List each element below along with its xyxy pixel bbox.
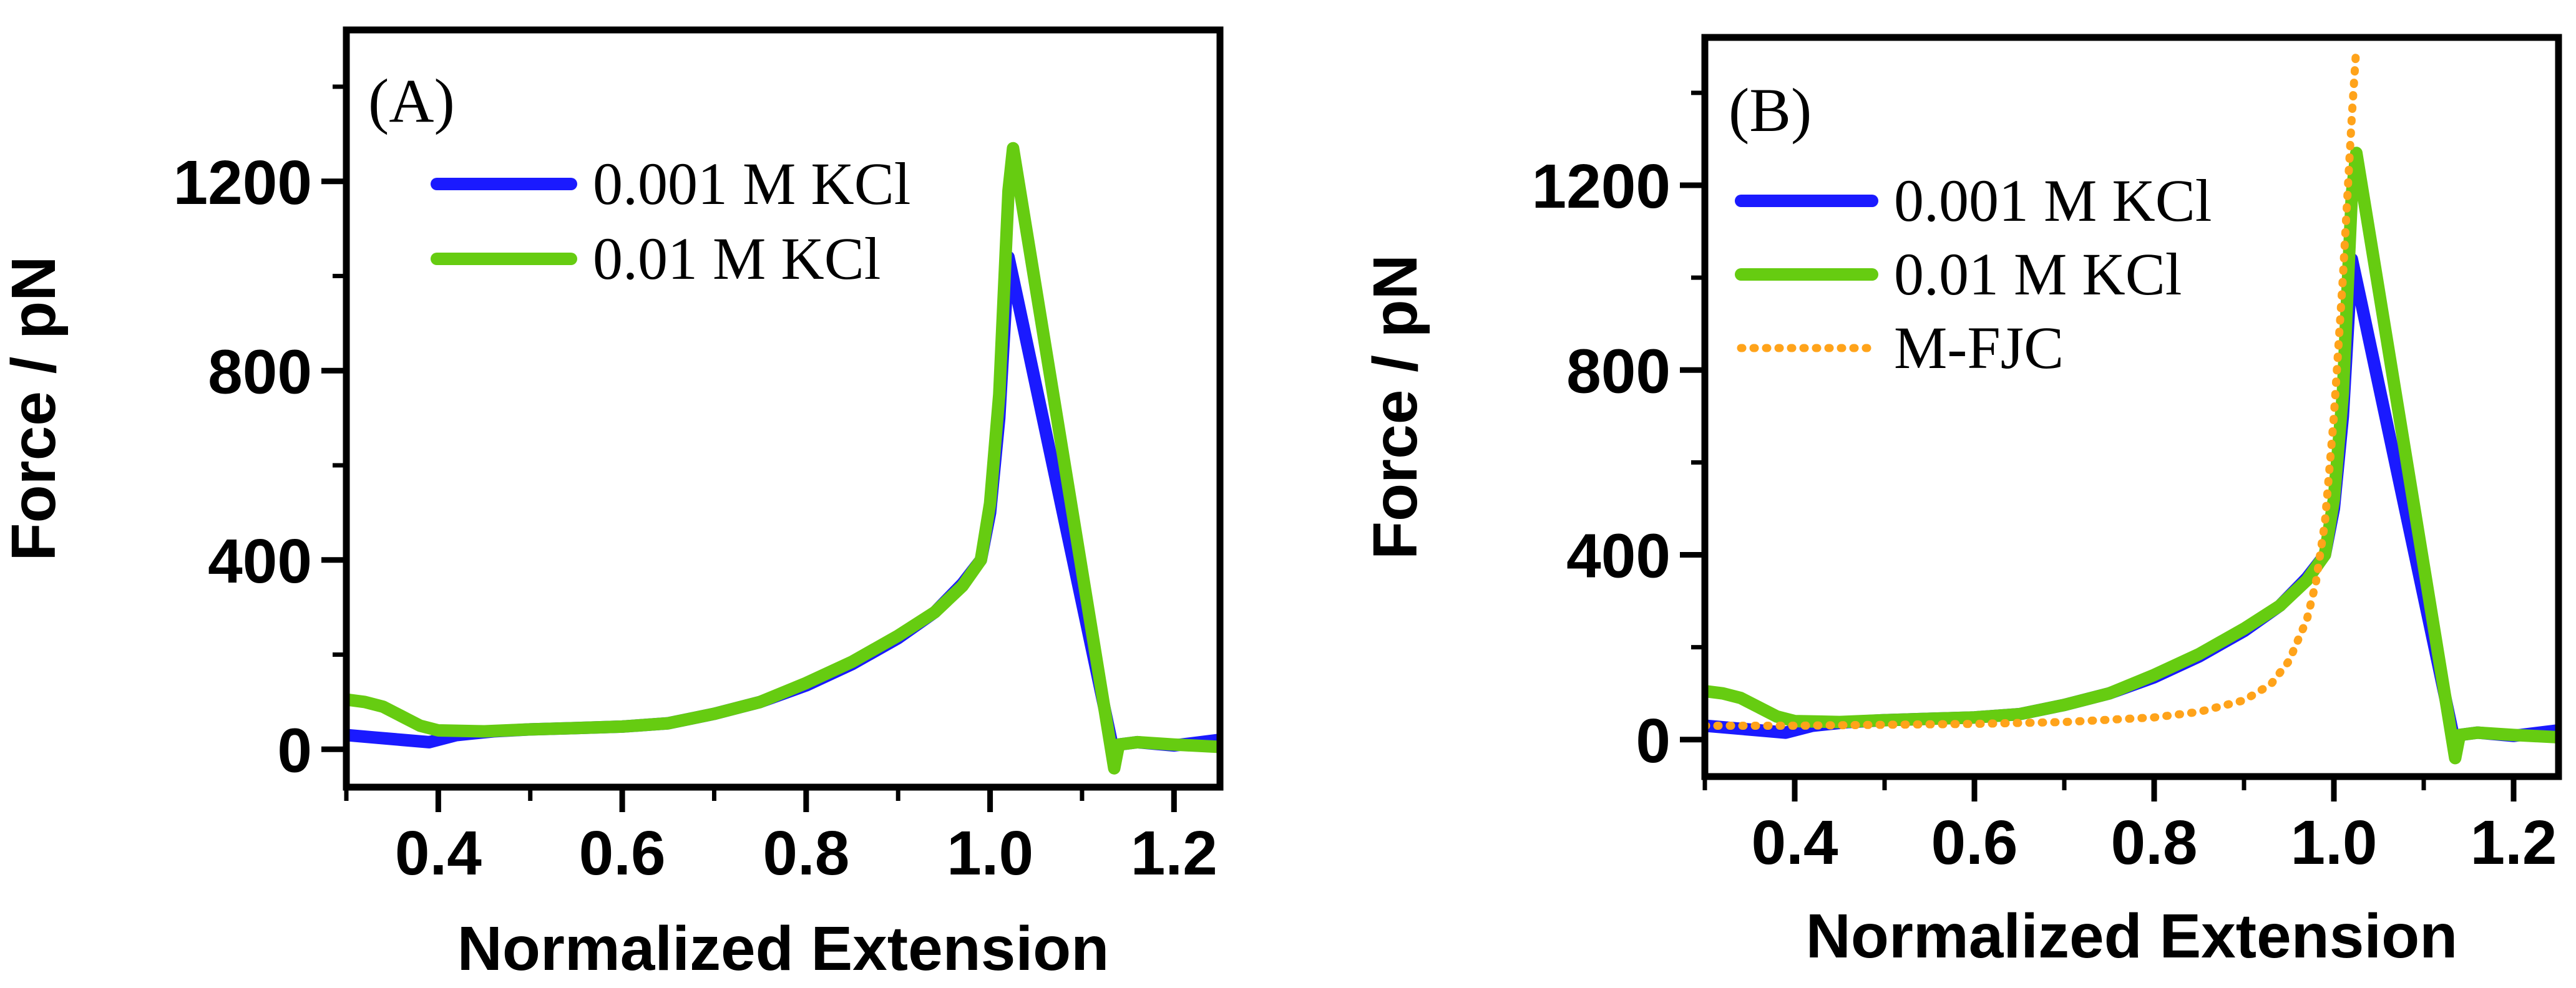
y-tick-label: 800 [208, 337, 312, 407]
series-line-0-001-m-kcl [1705, 253, 2559, 751]
x-tick-label: 0.4 [395, 818, 482, 888]
y-tick-label: 0 [1636, 706, 1671, 776]
legend-label: 0.001 M KCl [593, 150, 910, 217]
series-line-0-01-m-kcl [1705, 147, 2559, 765]
x-tick-label: 1.0 [947, 818, 1033, 888]
x-tick-label: 0.6 [579, 818, 666, 888]
y-tick-label: 0 [277, 715, 312, 785]
panel-label: (A) [368, 66, 455, 135]
x-tick-label: 1.2 [1131, 818, 1217, 888]
y-tick-label: 400 [1566, 521, 1671, 591]
y-tick-label: 1200 [1532, 152, 1671, 221]
x-tick-label: 1.2 [2470, 808, 2557, 878]
legend: 0.001 M KCl 0.01 M KCl [431, 150, 910, 292]
x-axis-title: Normalized Extension [457, 914, 1110, 984]
y-axis-title: Force / pN [1360, 254, 1430, 559]
x-tick-label: 1.0 [2290, 808, 2377, 878]
legend-label: M-FJC [1894, 314, 2064, 381]
y-tick-label: 800 [1566, 336, 1671, 406]
panel-b: 0.4 0.6 0.8 1.0 1.2 0 400 800 1200 Normalized Ext… [1360, 34, 2562, 971]
x-tick-label: 0.4 [1751, 808, 1838, 878]
series-line-0-001-m-kcl [346, 251, 1220, 760]
x-tick-label: 0.6 [1931, 808, 2017, 878]
panel-label: (B) [1729, 75, 1812, 145]
x-tick-label: 0.8 [2110, 808, 2197, 878]
y-axis-title: Force / pN [0, 256, 69, 561]
y-tick-label: 1200 [173, 148, 312, 218]
legend-label: 0.001 M KCl [1894, 167, 2212, 234]
panel-a: 0.4 0.6 0.8 1.0 1.2 0 400 800 1200 Normalized Ext… [0, 26, 1224, 984]
y-tick-label: 400 [208, 526, 312, 596]
plot-frame [343, 26, 1224, 791]
legend-label: 0.01 M KCl [1894, 241, 2182, 308]
series-line-m-fjc [1705, 42, 2361, 730]
plot-frame [1701, 34, 2562, 780]
x-tick-label: 0.8 [763, 818, 849, 888]
series-line-0-01-m-kcl [346, 142, 1220, 775]
legend-label: 0.01 M KCl [593, 225, 881, 292]
x-axis-title: Normalized Extension [1806, 901, 2458, 971]
